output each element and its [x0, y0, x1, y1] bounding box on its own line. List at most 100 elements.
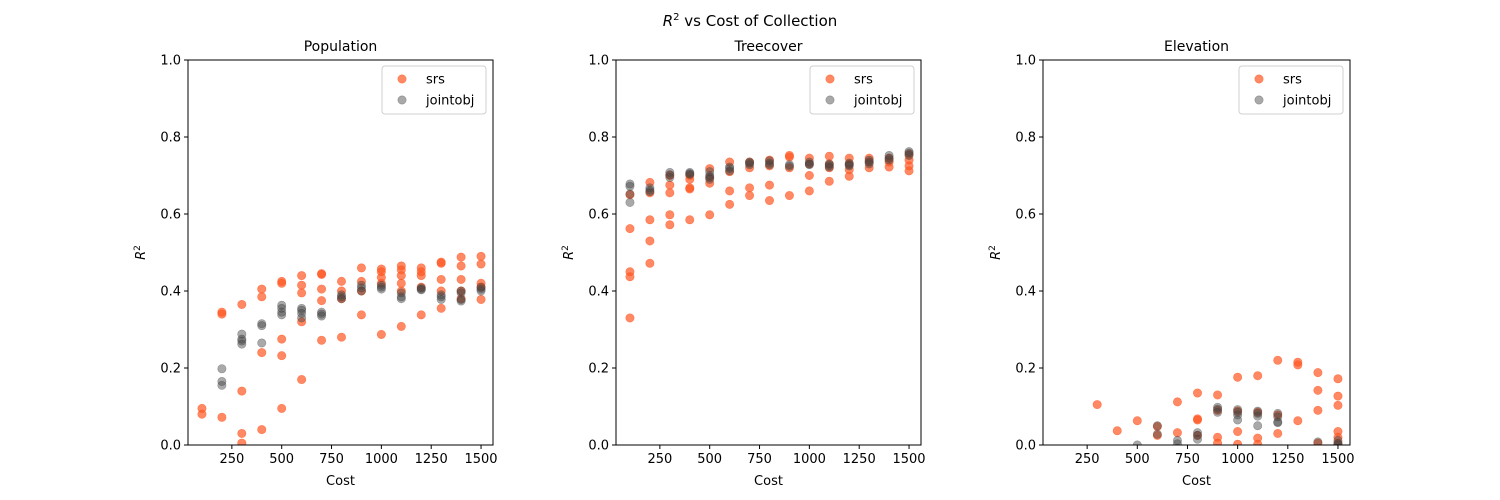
point-jointobj — [685, 169, 695, 179]
point-jointobj — [665, 170, 675, 180]
x-tick-label: 1250 — [843, 452, 876, 467]
point-srs — [1253, 439, 1263, 445]
point-jointobj — [436, 292, 446, 302]
point-jointobj — [456, 288, 466, 298]
point-srs — [317, 284, 327, 294]
point-jointobj — [725, 162, 735, 172]
legend-marker-srs — [1254, 74, 1264, 84]
x-tick-label: 500 — [697, 452, 722, 467]
point-jointobj — [665, 172, 675, 182]
panel-title: Population — [304, 39, 378, 55]
point-jointobj — [237, 334, 247, 344]
panel-title: Treecover — [733, 39, 802, 55]
point-jointobj — [884, 153, 894, 163]
x-axis-label: Cost — [754, 474, 783, 489]
point-srs — [1333, 400, 1343, 410]
point-srs — [416, 271, 426, 281]
point-jointobj — [317, 311, 327, 321]
y-tick-label: 1.0 — [160, 54, 181, 69]
point-srs — [257, 292, 267, 302]
point-jointobj — [416, 284, 426, 294]
point-jointobj — [705, 172, 715, 182]
point-srs — [764, 180, 774, 190]
x-axis-label: Cost — [326, 474, 355, 489]
x-tick-label: 250 — [219, 452, 244, 467]
point-jointobj — [844, 160, 854, 170]
point-jointobj — [1253, 406, 1263, 416]
point-jointobj — [416, 283, 426, 293]
points-group — [1092, 355, 1343, 445]
point-jointobj — [1193, 430, 1203, 440]
point-jointobj — [277, 300, 287, 310]
axes-frame — [187, 59, 494, 446]
point-jointobj — [764, 160, 774, 170]
y-tick-label: 0.0 — [588, 439, 609, 454]
point-jointobj — [625, 189, 635, 199]
point-srs — [436, 258, 446, 268]
legend-marker-jointobj — [1254, 95, 1264, 105]
point-jointobj — [1253, 408, 1263, 418]
y-axis-label: R2 — [561, 245, 577, 260]
x-tick-label: 750 — [319, 452, 344, 467]
point-srs — [625, 313, 635, 323]
point-srs — [1273, 428, 1283, 438]
point-srs — [1253, 371, 1263, 381]
point-jointobj — [297, 308, 307, 318]
y-axis-label: R2 — [133, 245, 149, 260]
point-jointobj — [277, 307, 287, 317]
point-srs — [356, 286, 366, 296]
point-jointobj — [904, 147, 914, 157]
figure-suptitle: R2 vs Cost of Collection — [663, 12, 838, 30]
point-jointobj — [356, 280, 366, 290]
point-srs — [665, 188, 675, 198]
point-srs — [1233, 406, 1243, 416]
point-srs — [804, 186, 814, 196]
point-srs — [376, 278, 386, 288]
y-tick-label: 0.0 — [1015, 439, 1036, 454]
x-tick-label: 500 — [1125, 452, 1150, 467]
x-tick-label: 250 — [1075, 452, 1100, 467]
point-jointobj — [625, 197, 635, 207]
point-srs — [1333, 391, 1343, 401]
point-jointobj — [376, 282, 386, 292]
point-jointobj — [1233, 407, 1243, 417]
point-srs — [864, 163, 874, 173]
point-srs — [317, 335, 327, 345]
point-srs — [456, 294, 466, 304]
point-jointobj — [476, 284, 486, 294]
point-srs — [764, 161, 774, 171]
x-tick-label: 750 — [747, 452, 772, 467]
point-srs — [665, 171, 675, 181]
point-srs — [665, 220, 675, 230]
point-jointobj — [1152, 429, 1162, 439]
point-jointobj — [376, 284, 386, 294]
point-srs — [277, 351, 287, 361]
point-srs — [416, 282, 426, 292]
point-srs — [745, 191, 755, 201]
point-jointobj — [645, 187, 655, 197]
point-jointobj — [356, 286, 366, 296]
point-srs — [237, 428, 247, 438]
point-jointobj — [396, 288, 406, 298]
y-tick-label: 0.4 — [1015, 285, 1036, 300]
point-jointobj — [685, 167, 695, 177]
legend-box — [381, 65, 487, 115]
point-srs — [625, 224, 635, 234]
point-srs — [197, 409, 207, 419]
point-srs — [824, 151, 834, 161]
point-srs — [1233, 372, 1243, 382]
legend-marker-jointobj — [825, 95, 835, 105]
legend-label-srs: srs — [426, 73, 445, 88]
y-tick-label: 0.8 — [1015, 131, 1036, 146]
point-jointobj — [1333, 438, 1343, 445]
panels: Population 250 500 750 1000 1250 1500 0.0 0.2 0.4… — [133, 39, 1355, 489]
point-srs — [705, 210, 715, 220]
point-srs — [1213, 405, 1223, 415]
y-tick-label: 1.0 — [1015, 54, 1036, 69]
point-jointobj — [456, 294, 466, 304]
point-srs — [665, 210, 675, 220]
point-srs — [1313, 368, 1323, 378]
point-jointobj — [396, 292, 406, 302]
point-srs — [436, 286, 446, 296]
